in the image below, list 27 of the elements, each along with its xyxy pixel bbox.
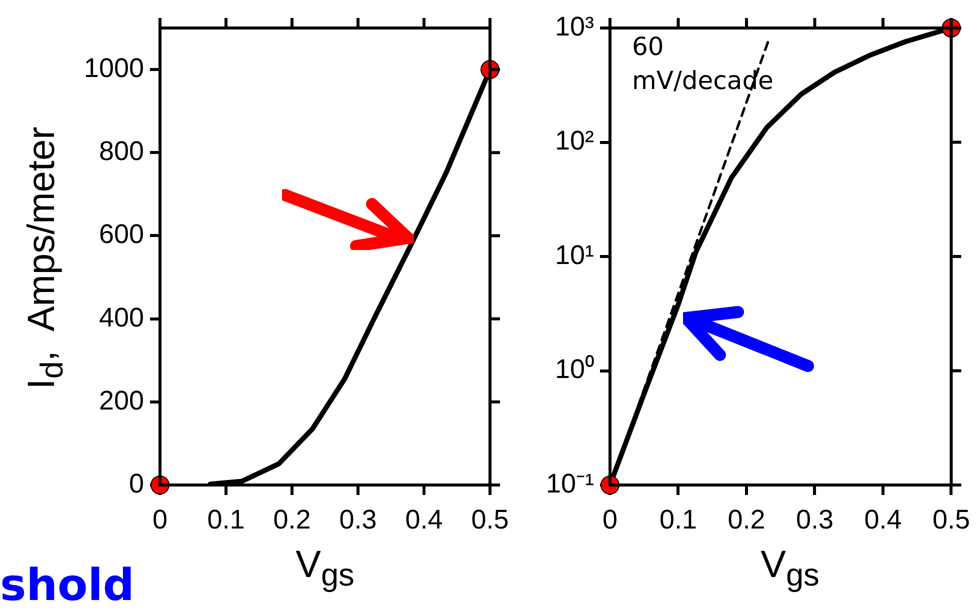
x-tick-label: 0.1 (659, 504, 698, 535)
x-tick-label: 0 (152, 504, 168, 535)
y-tick-label: 600 (98, 219, 144, 250)
x-tick-label: 0.2 (273, 504, 311, 535)
x-tick-label: 0.5 (932, 504, 970, 535)
x-axis-title: V$_{gs}$ (294, 544, 356, 595)
text: shold (0, 560, 134, 610)
x-axis-title: V$_{gs}$ (760, 544, 820, 595)
y-tick-label: 10⁰ (554, 354, 594, 384)
x-tick-label: 0.3 (339, 504, 377, 535)
y-tick-label: 10² (554, 126, 594, 156)
y-tick-label: 400 (98, 302, 144, 332)
y-tick-label: 800 (98, 136, 144, 166)
y-tick-label: 10¹ (554, 240, 594, 270)
x-tick-label: 0.4 (405, 504, 443, 535)
x-tick-label: 0 (602, 504, 618, 535)
y-tick-label: 200 (98, 385, 144, 416)
x-tick-label: 0.1 (207, 504, 245, 535)
y-tick-label: 10³ (554, 11, 594, 42)
annotation: 60 mV/decade (632, 31, 774, 97)
x-tick-label: 0.2 (728, 504, 766, 535)
y-tick-label: 0 (128, 468, 144, 498)
x-tick-label: 0.5 (471, 504, 509, 535)
x-tick-label: 0.4 (864, 504, 902, 535)
x-tick-label: 0.3 (796, 504, 834, 535)
y-tick-label: 1000 (84, 53, 144, 83)
y-tick-label: 10⁻¹ (546, 468, 594, 498)
